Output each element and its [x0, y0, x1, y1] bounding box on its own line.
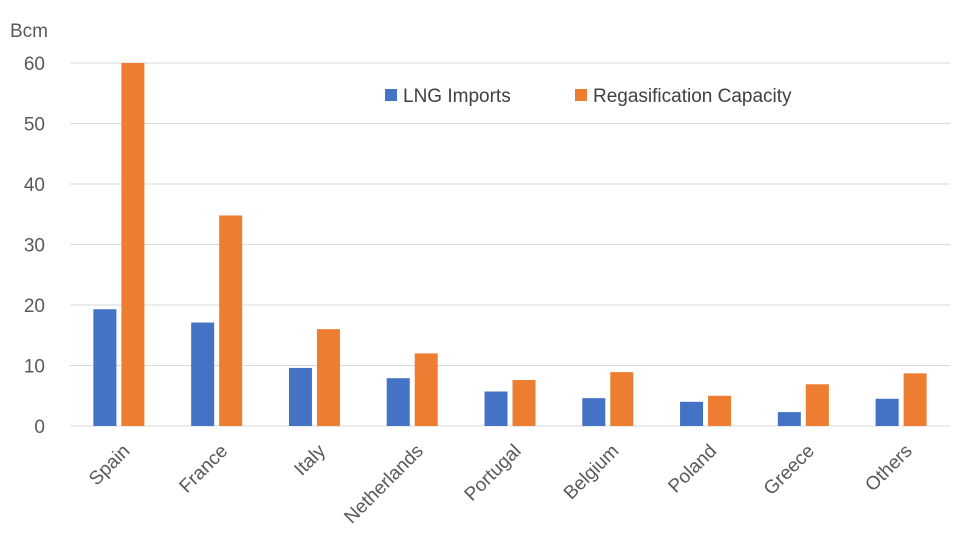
bar-regasification-capacity-greece [805, 384, 829, 426]
y-tick-label: 30 [24, 236, 45, 257]
bar-regasification-capacity-france [219, 215, 243, 426]
y-axis-label: Bcm [10, 21, 48, 42]
bar-lng-imports-belgium [582, 398, 606, 426]
y-axis-ticks: 0 10 20 30 40 50 60 [24, 54, 45, 438]
legend: LNG Imports Regasification Capacity [385, 86, 792, 107]
y-tick-label: 20 [24, 296, 45, 317]
bar-regasification-capacity-portugal [512, 380, 536, 426]
bar-regasification-capacity-italy [316, 329, 340, 426]
bar-regasification-capacity-belgium [610, 372, 634, 426]
bar-regasification-capacity-netherlands [414, 353, 438, 426]
bar-regasification-capacity-poland [708, 395, 732, 426]
bar-regasification-capacity-spain [121, 63, 145, 426]
x-axis-ticks: Spain France Italy Netherlands Portugal Belgi… [85, 440, 916, 528]
x-tick-label: Belgium [560, 441, 623, 504]
x-tick-label: Netherlands [340, 441, 427, 528]
bar-lng-imports-poland [680, 401, 704, 426]
legend-swatch [385, 89, 397, 101]
legend-item-regasification-capacity: Regasification Capacity [575, 86, 792, 107]
y-tick-label: 50 [24, 115, 45, 136]
x-tick-label: Others [861, 441, 916, 496]
bar-lng-imports-italy [288, 367, 312, 426]
x-tick-label: Italy [290, 440, 330, 480]
legend-label: Regasification Capacity [593, 86, 792, 107]
y-tick-label: 10 [24, 357, 45, 378]
x-tick-label: Poland [664, 441, 721, 498]
legend-item-lng-imports: LNG Imports [385, 86, 511, 107]
y-tick-label: 0 [34, 417, 45, 438]
bar-lng-imports-spain [93, 309, 117, 426]
x-tick-label: Greece [760, 441, 819, 500]
gridlines [70, 62, 950, 427]
bar-lng-imports-netherlands [386, 378, 410, 426]
x-tick-label: Portugal [461, 441, 526, 506]
legend-swatch [575, 89, 587, 101]
bar-lng-imports-france [191, 322, 215, 426]
bar-lng-imports-greece [777, 412, 801, 426]
legend-label: LNG Imports [403, 86, 511, 107]
x-tick-label: France [176, 441, 233, 498]
bar-regasification-capacity-others [903, 373, 927, 426]
bar-lng-imports-others [875, 398, 899, 426]
y-tick-label: 40 [24, 175, 45, 196]
x-tick-label: Spain [85, 441, 134, 490]
bar-lng-imports-portugal [484, 391, 508, 426]
y-tick-label: 60 [24, 54, 45, 75]
bars [93, 63, 927, 426]
